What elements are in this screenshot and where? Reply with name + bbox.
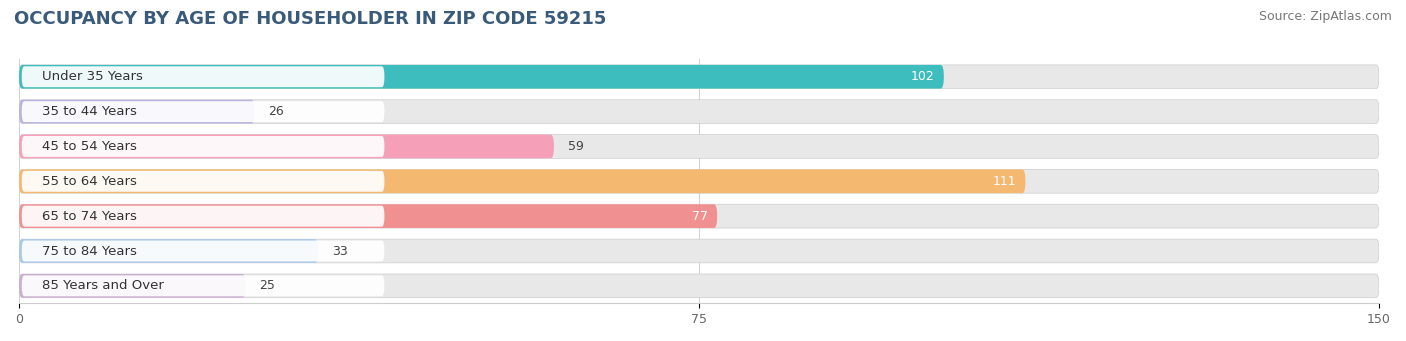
Text: 55 to 64 Years: 55 to 64 Years <box>42 175 136 188</box>
FancyBboxPatch shape <box>20 274 246 298</box>
FancyBboxPatch shape <box>21 240 384 262</box>
Text: 77: 77 <box>692 210 709 223</box>
FancyBboxPatch shape <box>20 239 318 263</box>
FancyBboxPatch shape <box>20 239 1379 263</box>
Text: 111: 111 <box>993 175 1017 188</box>
FancyBboxPatch shape <box>20 274 1379 298</box>
Text: 25: 25 <box>259 279 276 292</box>
FancyBboxPatch shape <box>20 65 943 89</box>
FancyBboxPatch shape <box>20 169 1379 193</box>
Text: 26: 26 <box>269 105 284 118</box>
FancyBboxPatch shape <box>20 204 717 228</box>
FancyBboxPatch shape <box>20 65 1379 89</box>
Text: OCCUPANCY BY AGE OF HOUSEHOLDER IN ZIP CODE 59215: OCCUPANCY BY AGE OF HOUSEHOLDER IN ZIP C… <box>14 10 606 28</box>
Text: 102: 102 <box>911 70 935 83</box>
Text: Source: ZipAtlas.com: Source: ZipAtlas.com <box>1258 10 1392 23</box>
FancyBboxPatch shape <box>20 135 554 158</box>
FancyBboxPatch shape <box>20 204 1379 228</box>
FancyBboxPatch shape <box>20 135 1379 158</box>
FancyBboxPatch shape <box>20 169 1025 193</box>
FancyBboxPatch shape <box>20 100 254 123</box>
FancyBboxPatch shape <box>21 276 384 296</box>
FancyBboxPatch shape <box>21 66 384 87</box>
FancyBboxPatch shape <box>21 206 384 227</box>
FancyBboxPatch shape <box>21 101 384 122</box>
Text: 85 Years and Over: 85 Years and Over <box>42 279 163 292</box>
Text: 65 to 74 Years: 65 to 74 Years <box>42 210 136 223</box>
Text: 75 to 84 Years: 75 to 84 Years <box>42 244 136 257</box>
FancyBboxPatch shape <box>21 136 384 157</box>
Text: 45 to 54 Years: 45 to 54 Years <box>42 140 136 153</box>
Text: 59: 59 <box>568 140 583 153</box>
Text: Under 35 Years: Under 35 Years <box>42 70 142 83</box>
Text: 33: 33 <box>332 244 347 257</box>
FancyBboxPatch shape <box>21 171 384 192</box>
Text: 35 to 44 Years: 35 to 44 Years <box>42 105 136 118</box>
FancyBboxPatch shape <box>20 100 1379 123</box>
